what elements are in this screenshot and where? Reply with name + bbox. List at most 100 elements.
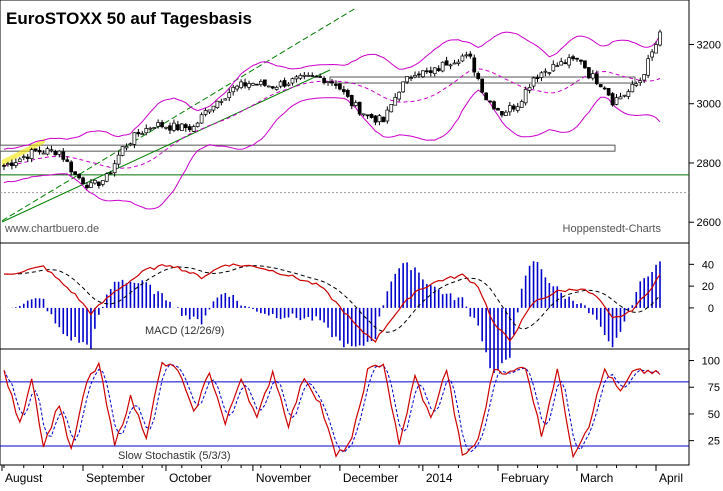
candle-body (587, 67, 591, 79)
candle-body (255, 83, 259, 86)
candle-body (191, 126, 196, 132)
candle-body (211, 105, 216, 111)
candle-body (176, 124, 180, 131)
candle-body (2, 165, 6, 167)
candle-body (278, 81, 283, 87)
candle-body (377, 115, 382, 123)
candle-body (397, 91, 402, 100)
candle-body (330, 81, 334, 84)
lower-trend-line (1, 69, 331, 223)
candle-body (334, 83, 338, 86)
candle-body (547, 72, 552, 74)
candle-body (274, 86, 279, 90)
month-label: September (86, 471, 145, 485)
candle-body (21, 156, 26, 158)
candle-body (432, 67, 437, 74)
candle-body (266, 85, 271, 88)
macd-tick-label: 0 (708, 303, 714, 315)
stoch-panel-frame (0, 348, 690, 466)
candle-body (41, 152, 46, 155)
stoch-tick-label: 25 (708, 436, 720, 448)
macd-layer (3, 261, 661, 374)
candle-body (294, 76, 299, 80)
candle-body (140, 133, 145, 135)
axis-layer: 2600 2800 3000 3200 0 20 40 25 50 75 100 August Sept… (1, 39, 721, 485)
candle-body (602, 87, 607, 90)
candle-body (559, 61, 564, 66)
candle-body (515, 106, 520, 111)
candle-body (199, 114, 204, 124)
candle-body (152, 127, 157, 129)
candle-body (444, 60, 449, 66)
candle-body (614, 97, 619, 105)
candle-body (650, 51, 654, 58)
candle-body (658, 31, 662, 46)
candle-body (239, 81, 243, 89)
candle-body (326, 81, 330, 83)
candle-body (262, 79, 267, 86)
candle-body (385, 109, 390, 122)
candle-body (124, 146, 129, 149)
month-label: March (580, 471, 613, 485)
candle-body (338, 83, 342, 90)
candle-body (345, 90, 350, 97)
candle-body (156, 122, 160, 127)
candle-body (168, 125, 172, 131)
candle-body (590, 73, 595, 79)
candle-body (259, 81, 263, 85)
candle-body (93, 179, 97, 184)
candle-body (579, 59, 583, 62)
candle-body (468, 53, 473, 57)
yellow-channel (2, 138, 45, 166)
candle-body (247, 83, 251, 88)
price-layer (0, 7, 689, 223)
candle-body (551, 64, 556, 72)
bollinger-upper (3, 31, 661, 150)
candle-body (116, 154, 121, 165)
candle-body (77, 173, 81, 179)
candle-body (504, 111, 508, 116)
candle-body (136, 131, 141, 135)
stoch-layer (0, 361, 689, 459)
macd-label: MACD (12/26/9) (145, 325, 224, 337)
candle-body (472, 57, 477, 73)
candle-body (290, 78, 295, 84)
candle-body (440, 61, 445, 72)
candle-body (634, 83, 639, 86)
candle-body (179, 123, 184, 131)
month-label: October (169, 471, 212, 485)
candle-body (144, 128, 149, 134)
month-label: August (5, 471, 43, 485)
candle-body (49, 149, 54, 152)
candle-body (389, 104, 394, 113)
candle-body (318, 76, 322, 78)
macd-signal-line (3, 265, 661, 333)
candle-body (104, 173, 109, 182)
candle-body (480, 78, 485, 93)
candle-body (373, 115, 378, 123)
stoch-tick-label: 100 (702, 356, 720, 368)
candle-body (215, 100, 220, 108)
candle-body (310, 75, 315, 77)
candle-body (405, 76, 409, 83)
candle-body (132, 132, 137, 145)
candle-body (606, 88, 611, 96)
candle-body (14, 162, 18, 166)
candle-body (353, 102, 358, 106)
candle-body (365, 114, 370, 117)
source-right: Hoppenstedt-Charts (563, 223, 662, 235)
candle-body (535, 77, 540, 80)
candle-body (6, 163, 10, 166)
candle-body (369, 114, 374, 118)
candle-body (361, 113, 366, 116)
candle-body (464, 54, 469, 57)
candle-body (555, 65, 560, 67)
candle-body (10, 162, 14, 167)
candle-body (270, 86, 275, 89)
candle-body (29, 149, 34, 159)
candle-body (492, 101, 496, 110)
support-band (0, 144, 616, 152)
candle-body (349, 95, 354, 107)
